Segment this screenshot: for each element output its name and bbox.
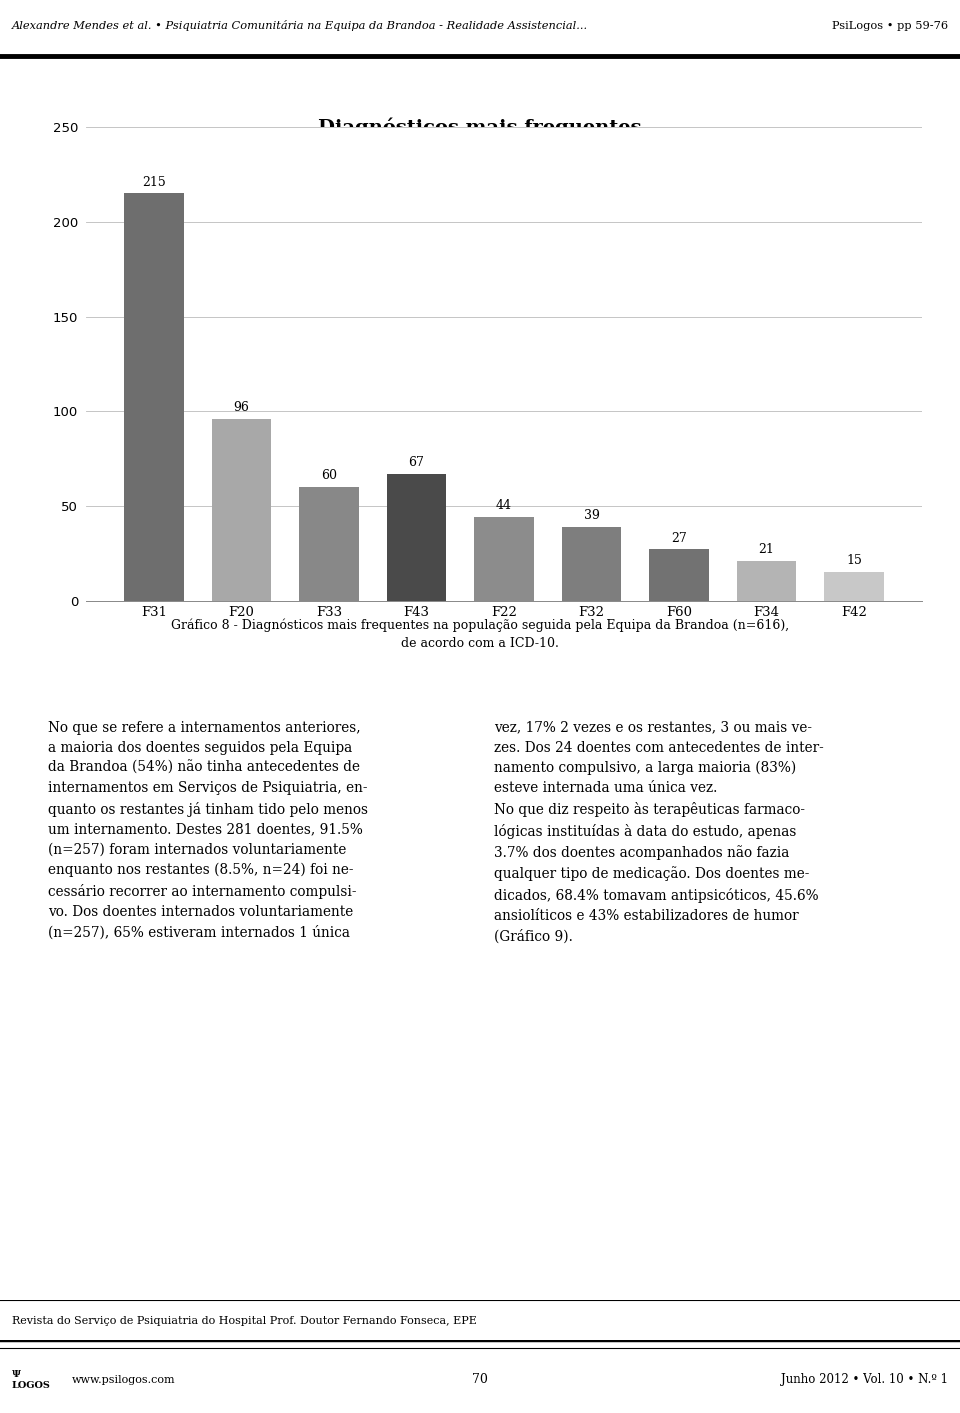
Text: Gráfico 8 - Diagnósticos mais frequentes na população seguida pela Equipa da Bra: Gráfico 8 - Diagnósticos mais frequentes… bbox=[171, 619, 789, 650]
Text: PsiLogos • pp 59-76: PsiLogos • pp 59-76 bbox=[832, 21, 948, 31]
Bar bbox=[649, 550, 708, 601]
Text: 215: 215 bbox=[142, 175, 166, 189]
Text: No que se refere a internamentos anteriores,
a maioria dos doentes seguidos pela: No que se refere a internamentos anterio… bbox=[48, 721, 368, 940]
Bar bbox=[125, 194, 184, 601]
Text: 67: 67 bbox=[409, 456, 424, 469]
Bar bbox=[736, 561, 796, 601]
Text: vez, 17% 2 vezes e os restantes, 3 ou mais ve-
zes. Dos 24 doentes com anteceden: vez, 17% 2 vezes e os restantes, 3 ou ma… bbox=[494, 721, 824, 944]
Bar bbox=[387, 473, 446, 601]
Text: Ψ
LOGOS: Ψ LOGOS bbox=[12, 1371, 50, 1389]
Text: 27: 27 bbox=[671, 531, 686, 544]
Text: 70: 70 bbox=[472, 1373, 488, 1386]
Text: 96: 96 bbox=[233, 401, 250, 414]
Bar bbox=[212, 418, 272, 601]
Text: 44: 44 bbox=[496, 499, 512, 513]
Bar bbox=[824, 572, 883, 601]
Text: Revista do Serviço de Psiquiatria do Hospital Prof. Doutor Fernando Fonseca, EPE: Revista do Serviço de Psiquiatria do Hos… bbox=[12, 1316, 476, 1327]
Text: 60: 60 bbox=[321, 469, 337, 482]
Text: www.psilogos.com: www.psilogos.com bbox=[72, 1375, 176, 1385]
Text: 15: 15 bbox=[846, 554, 862, 568]
Text: Diagnósticos mais frequentes: Diagnósticos mais frequentes bbox=[319, 117, 641, 137]
Bar bbox=[474, 517, 534, 601]
Text: Junho 2012 • Vol. 10 • N.º 1: Junho 2012 • Vol. 10 • N.º 1 bbox=[781, 1373, 948, 1386]
Bar bbox=[300, 487, 359, 601]
Text: Alexandre Mendes et al. • Psiquiatria Comunitária na Equipa da Brandoa - Realida: Alexandre Mendes et al. • Psiquiatria Co… bbox=[12, 20, 588, 31]
Text: 21: 21 bbox=[758, 543, 775, 557]
Bar bbox=[562, 527, 621, 601]
Text: 39: 39 bbox=[584, 509, 599, 521]
